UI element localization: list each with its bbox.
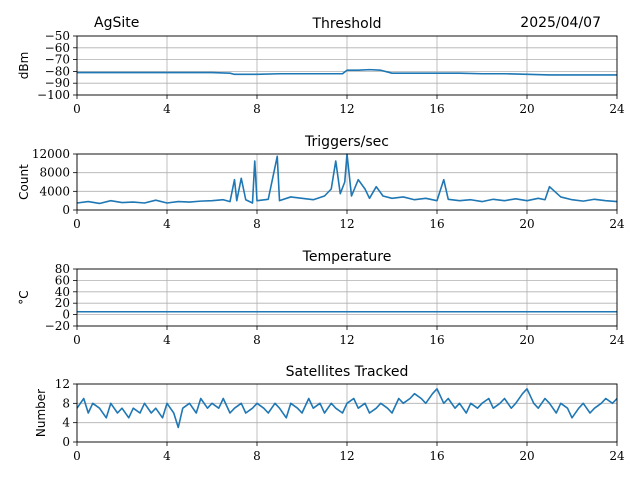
y-tick-label: 8	[62, 396, 70, 410]
x-tick-label: 20	[519, 217, 534, 231]
x-tick-label: 0	[73, 217, 81, 231]
x-tick-label: 4	[163, 102, 171, 116]
y-tick-label: 12000	[32, 147, 70, 161]
y-tick-label: 60	[55, 273, 70, 287]
date-label: 2025/04/07	[520, 15, 601, 31]
x-tick-label: 0	[73, 102, 81, 116]
panel-title: Satellites Tracked	[286, 364, 409, 380]
panel-title: Threshold	[312, 16, 382, 32]
y-tick-label: −20	[45, 319, 70, 333]
panel-2: 0 4 8 12 16 20 24 0 4000 8000 12000 Triggers/sec Cou…	[17, 134, 625, 231]
x-tick-label: 0	[73, 449, 81, 463]
x-tick-label: 0	[73, 333, 81, 347]
y-axis-label: dBm	[17, 52, 31, 80]
series-line	[76, 388, 618, 429]
x-tick-label: 16	[429, 217, 444, 231]
y-tick-label: 0	[62, 203, 70, 217]
x-tick-label: 12	[339, 102, 354, 116]
y-tick-label: 12	[55, 377, 70, 391]
y-axis-label: Number	[34, 389, 48, 437]
x-tick-label: 20	[519, 102, 534, 116]
y-tick-label: −80	[45, 64, 70, 78]
series-line	[76, 153, 618, 205]
panel-1: 0 4 8 12 16 20 24 −100−90−80−70−60−50 Threshold d…	[17, 16, 625, 116]
y-tick-label: −100	[37, 88, 70, 102]
x-tick-label: 12	[339, 217, 354, 231]
x-tick-label: 16	[429, 102, 444, 116]
x-tick-label: 12	[339, 333, 354, 347]
y-tick-label: 20	[55, 296, 70, 310]
x-tick-label: 4	[163, 333, 171, 347]
x-tick-label: 4	[163, 449, 171, 463]
y-tick-label: 8000	[39, 166, 70, 180]
y-tick-label: 4	[62, 416, 70, 430]
x-tick-label: 16	[429, 333, 444, 347]
x-tick-label: 24	[609, 333, 625, 347]
y-tick-label: −90	[45, 76, 70, 90]
x-tick-label: 20	[519, 449, 534, 463]
y-tick-label: 40	[55, 285, 70, 299]
x-tick-label: 4	[163, 217, 171, 231]
x-tick-label: 24	[609, 217, 625, 231]
series-line	[77, 68, 617, 76]
y-axis-label: °C	[17, 290, 31, 304]
x-tick-label: 24	[609, 449, 625, 463]
x-tick-label: 12	[339, 449, 354, 463]
y-axis-label: Count	[17, 164, 31, 200]
y-tick-label: 0	[62, 435, 70, 449]
y-tick-label: 4000	[39, 184, 70, 198]
x-tick-label: 8	[253, 102, 261, 116]
x-tick-label: 8	[253, 217, 261, 231]
x-tick-label: 8	[253, 449, 261, 463]
panels: 0 4 8 12 16 20 24 −100−90−80−70−60−50 Threshold d…	[17, 16, 625, 463]
y-tick-label: −60	[45, 41, 70, 55]
panel-title: Temperature	[302, 249, 392, 265]
y-tick-label: −70	[45, 53, 70, 67]
y-tick-label: −50	[45, 29, 70, 43]
x-tick-label: 16	[429, 449, 444, 463]
y-tick-label: 0	[62, 308, 70, 322]
x-tick-label: 24	[609, 102, 625, 116]
y-tick-label: 80	[55, 262, 70, 276]
x-tick-label: 20	[519, 333, 534, 347]
site-label: AgSite	[94, 15, 139, 31]
x-tick-label: 8	[253, 333, 261, 347]
panel-4: 0 4 8 12 16 20 24 0 4 8 12 Satellites Tracked Number	[34, 364, 625, 463]
panel-title: Triggers/sec	[304, 134, 389, 150]
